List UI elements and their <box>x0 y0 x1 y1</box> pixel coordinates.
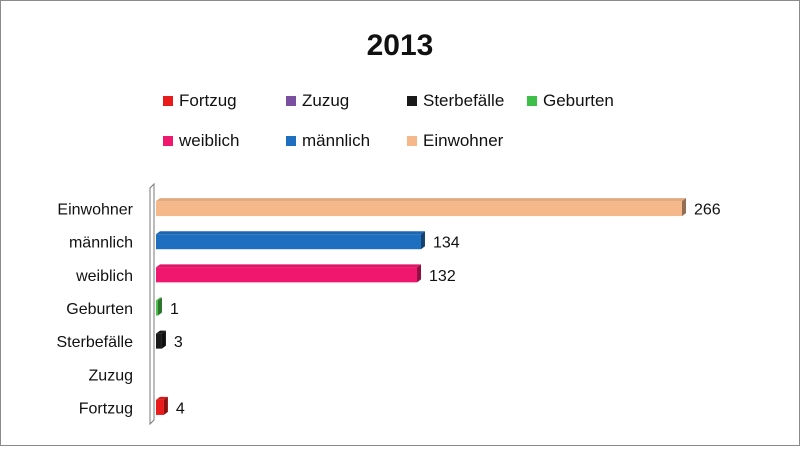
bar-face <box>156 267 418 283</box>
category-label-weiblich: weiblich <box>75 268 133 285</box>
category-label-fortzug: Fortzug <box>79 400 133 417</box>
bar-sterbefaelle <box>156 330 166 349</box>
legend-swatch <box>163 136 173 146</box>
legend-item-geburten: Geburten <box>527 91 614 110</box>
legend-swatch <box>286 96 296 106</box>
legend-label: Zuzug <box>302 91 349 110</box>
legend: Fortzug Zuzug Sterbefälle Geburten weiblich m… <box>163 91 614 150</box>
legend-label: männlich <box>302 131 370 150</box>
legend-item-sterbefaelle: Sterbefälle <box>407 91 504 110</box>
legend-swatch <box>407 96 417 106</box>
value-label-maennlich: 134 <box>433 235 460 252</box>
value-label-sterbefaelle: 3 <box>174 334 183 351</box>
bar-side <box>420 231 425 250</box>
category-label-geburten: Geburten <box>66 301 133 318</box>
bar-top <box>156 264 422 268</box>
value-label-weiblich: 132 <box>429 268 456 285</box>
bar-weiblich <box>156 264 422 283</box>
legend-item-maennlich: männlich <box>286 131 370 150</box>
legend-label: Einwohner <box>423 131 504 150</box>
bar-face <box>156 234 421 250</box>
bar-top <box>156 198 686 202</box>
bar-top <box>156 231 425 235</box>
bar-top <box>156 330 166 334</box>
value-label-einwohner: 266 <box>694 202 721 219</box>
legend-swatch <box>163 96 173 106</box>
bar-geburten <box>156 297 162 316</box>
bar-top <box>156 396 168 400</box>
legend-item-zuzug: Zuzug <box>286 91 349 110</box>
legend-label: Sterbefälle <box>423 91 504 110</box>
bar-side <box>163 396 168 415</box>
bar-face <box>156 300 158 316</box>
legend-item-einwohner: Einwohner <box>407 131 504 150</box>
legend-label: Geburten <box>543 91 614 110</box>
bar-side <box>417 264 422 283</box>
bar-fortzug <box>156 396 168 415</box>
bar-side <box>157 297 162 316</box>
chart-title: 2013 <box>367 29 434 62</box>
category-label-einwohner: Einwohner <box>57 202 133 219</box>
axis-wall <box>149 182 155 426</box>
bar-face <box>156 333 162 349</box>
category-axis: Einwohner männlich weiblich Geburten Sterbef… <box>57 182 155 426</box>
bar-side <box>161 330 166 349</box>
legend-item-fortzug: Fortzug <box>163 91 237 110</box>
legend-swatch <box>527 96 537 106</box>
legend-swatch <box>407 136 417 146</box>
bar-top <box>156 297 162 301</box>
bar-maennlich <box>156 231 425 250</box>
bar-face <box>156 201 682 217</box>
value-label-fortzug: 4 <box>176 400 185 417</box>
legend-swatch <box>286 136 296 146</box>
category-label-maennlich: männlich <box>69 235 133 252</box>
legend-label: Fortzug <box>179 91 237 110</box>
bar-side <box>682 198 686 217</box>
value-label-geburten: 1 <box>170 301 179 318</box>
bar-face <box>156 399 164 415</box>
bar-einwohner <box>156 198 686 217</box>
legend-label: weiblich <box>178 131 239 150</box>
category-label-zuzug: Zuzug <box>89 367 133 384</box>
category-label-sterbefaelle: Sterbefälle <box>57 334 134 351</box>
legend-item-weiblich: weiblich <box>163 131 239 150</box>
